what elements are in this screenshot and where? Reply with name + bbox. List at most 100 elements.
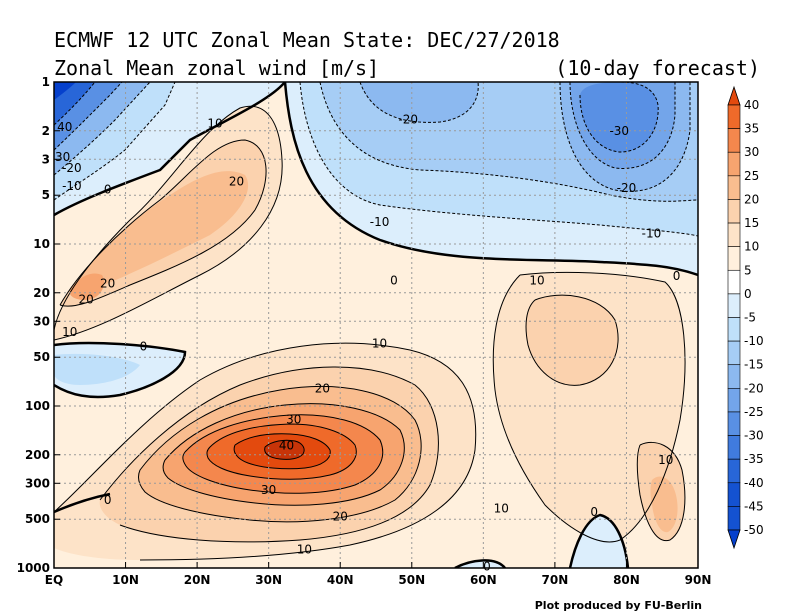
colorbar-label: -30: [744, 429, 764, 443]
contour-field: [54, 82, 698, 568]
eq-neg-50: [54, 82, 76, 100]
forecast-note: (10-day forecast): [555, 56, 760, 80]
colorbar-label: 20: [744, 192, 759, 206]
colorbar-segment: [727, 222, 741, 247]
zero-contours: [54, 82, 698, 568]
contour-label: 0: [590, 505, 598, 519]
colorbar-segment: [727, 246, 741, 271]
y-tick-label: 3: [42, 152, 50, 166]
strat-pos-20: [69, 171, 249, 295]
colorbar-label: -35: [744, 452, 764, 466]
y-tick-label: 500: [25, 512, 50, 526]
x-tick-label: 70N: [542, 573, 569, 587]
negative-polar-20a: [360, 82, 479, 123]
contour-label: 0: [104, 493, 112, 507]
contour-label: 10: [207, 116, 222, 130]
colorbar-label: -45: [744, 499, 764, 513]
plot-credit: Plot produced by FU-Berlin: [534, 599, 702, 612]
x-axis: EQ 10N 20N 30N 40N 50N 60N 70N 80N 90N: [45, 562, 712, 587]
y-tick-label: 1: [42, 75, 50, 89]
polar-pos-15: [526, 295, 619, 386]
x-tick-label: 10N: [112, 573, 139, 587]
colorbar-segment: [727, 104, 741, 129]
contour-label: -10: [62, 179, 82, 193]
y-tick-label: 30: [33, 314, 50, 328]
contour-label: 30: [55, 150, 70, 164]
contour-label: -30: [609, 124, 629, 138]
contour-label: 30: [286, 412, 301, 426]
colorbar-segment: [727, 411, 741, 436]
colorbar-segment: [727, 388, 741, 413]
y-tick-label: 2: [42, 124, 50, 138]
colorbar-segment: [727, 199, 741, 224]
x-tick-label: 50N: [398, 573, 425, 587]
x-tick-label: EQ: [45, 573, 63, 587]
x-tick-label: 30N: [255, 573, 282, 587]
colorbar-segment: [727, 293, 741, 318]
colorbar-label: 10: [744, 240, 759, 254]
colorbar-label: 30: [744, 145, 759, 159]
contour-label: 10: [494, 502, 509, 516]
colorbar-label: -40: [744, 476, 764, 490]
colorbar-label: -20: [744, 381, 764, 395]
colorbar-label: -50: [744, 523, 764, 537]
contour-label: 0: [104, 182, 112, 196]
y-tick-label: 300: [25, 476, 50, 490]
colorbar-bottom-arrow: [727, 529, 741, 550]
colorbar-segment: [727, 458, 741, 484]
colorbar-segment: [727, 317, 741, 342]
x-tick-label: 60N: [470, 573, 497, 587]
y-tick-label: 5: [42, 188, 50, 202]
contour-lines: [54, 82, 698, 561]
negative-polar-30: [580, 82, 659, 152]
colorbar-segment: [727, 435, 741, 460]
eq-neg-40: [54, 82, 95, 125]
x-tick-label: 90N: [685, 573, 712, 587]
strat-pos-25: [69, 273, 105, 300]
colorbar-segment: [727, 482, 741, 507]
chart-title: ECMWF 12 UTC Zonal Mean State: DEC/27/20…: [54, 28, 560, 52]
grid-lines: [54, 82, 698, 568]
colorbar-label: -5: [744, 311, 756, 325]
colorbar-label: 25: [744, 169, 759, 183]
contour-label: 20: [79, 292, 94, 306]
chart-subtitle: Zonal Mean zonal wind [m/s]: [54, 56, 380, 80]
pole-pos-20: [650, 476, 678, 533]
colorbar-label: 40: [744, 98, 759, 112]
contour-label: -20: [62, 161, 82, 175]
eq-neg-low-5: [54, 353, 140, 385]
y-tick-label: 50: [33, 350, 50, 364]
contour-label: 20: [229, 174, 244, 188]
colorbar-segment: [727, 506, 741, 531]
contour-label: 30: [261, 483, 276, 497]
y-tick-label: 200: [25, 448, 50, 462]
contour-label: 0: [483, 560, 491, 574]
contour-label: 20: [315, 382, 330, 396]
colorbar-label: -15: [744, 358, 764, 372]
contour-label: 10: [658, 453, 673, 467]
x-tick-label: 80N: [613, 573, 640, 587]
contour-label: -10: [642, 226, 662, 240]
contour-label: 10: [372, 336, 387, 350]
y-tick-label: 1000: [17, 561, 50, 575]
colorbar-segment: [727, 151, 741, 177]
contour-label: 0: [390, 274, 398, 288]
colorbar-segment: [727, 364, 741, 389]
colorbar-segment: [727, 128, 741, 153]
colorbar-label: 5: [744, 263, 752, 277]
contour-label: -20: [617, 181, 637, 195]
colorbar-label: 0: [744, 287, 752, 301]
y-tick-label: 10: [33, 237, 50, 251]
contour-label: 10: [529, 274, 544, 288]
x-tick-label: 20N: [184, 573, 211, 587]
contour-label: 20: [100, 276, 115, 290]
contour-label: -10: [370, 215, 390, 229]
y-tick-label: 20: [33, 286, 50, 300]
colorbar-segment: [727, 340, 741, 366]
y-axis: 1 2 3 5 10 20 30 50 100 200 300 500 1000: [17, 75, 60, 575]
colorbar-segment: [727, 269, 741, 295]
contour-label: 10: [297, 543, 312, 557]
contour-label: 10: [62, 325, 77, 339]
